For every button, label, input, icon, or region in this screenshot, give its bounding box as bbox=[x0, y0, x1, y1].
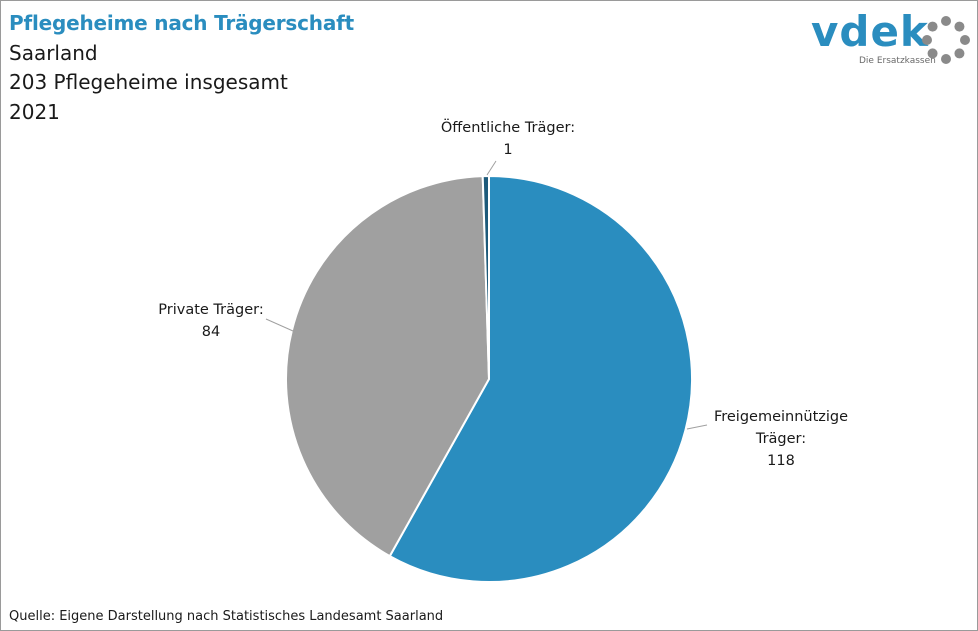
chart-subtitle-total: 203 Pflegeheime insgesamt bbox=[9, 70, 288, 94]
logo-ring-dot bbox=[922, 35, 932, 45]
data-label-value: 118 bbox=[767, 453, 795, 469]
leader-line bbox=[686, 424, 708, 430]
data-label-category: Träger: bbox=[755, 431, 806, 447]
logo-ring-dot bbox=[954, 21, 965, 32]
data-label-category: Öffentliche Träger: bbox=[441, 118, 575, 136]
logo-ring-dot bbox=[960, 35, 970, 45]
chart-title: Pflegeheime nach Trägerschaft bbox=[9, 11, 354, 35]
source-note: Quelle: Eigene Darstellung nach Statisti… bbox=[9, 609, 444, 624]
chart-subtitle-region: Saarland bbox=[9, 41, 98, 65]
pie-slice bbox=[388, 174, 693, 583]
logo-ring-dot bbox=[954, 48, 965, 59]
logo-ring-icon bbox=[922, 16, 970, 64]
logo-ring-dot bbox=[941, 16, 951, 26]
pie-slice bbox=[481, 174, 490, 380]
logo-ring-dot bbox=[927, 48, 938, 59]
chart-subtitle-year: 2021 bbox=[9, 100, 60, 124]
vdek-logo: vdek Die Ersatzkassen bbox=[807, 7, 975, 71]
logo-wordmark: vdek bbox=[811, 7, 929, 56]
data-label-value: 84 bbox=[202, 324, 220, 340]
logo-ring-dot bbox=[927, 21, 938, 32]
leader-line bbox=[265, 318, 294, 332]
data-label-category: Private Träger: bbox=[158, 302, 263, 318]
logo-ring-dot bbox=[941, 54, 951, 64]
logo-tagline: Die Ersatzkassen bbox=[859, 56, 936, 66]
data-label-category: Freigemeinnützige bbox=[714, 409, 848, 425]
data-label-value: 1 bbox=[503, 142, 512, 158]
leader-line bbox=[486, 160, 497, 176]
